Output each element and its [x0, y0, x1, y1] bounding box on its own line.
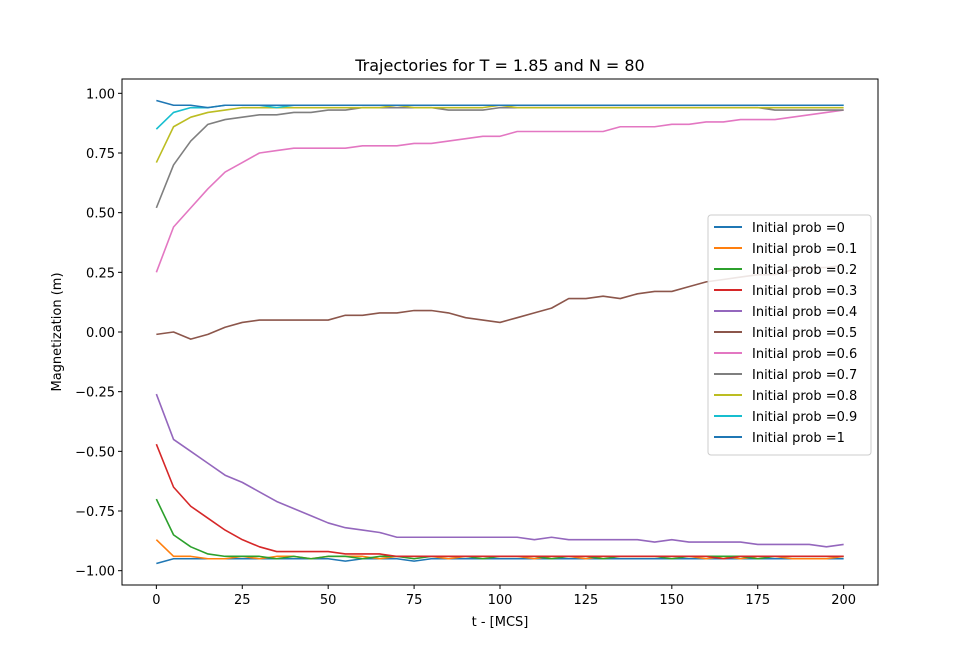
- series-line-10: [156, 99, 844, 109]
- y-axis-label: Magnetization (m): [50, 272, 65, 391]
- legend: Initial prob =0 Initial prob =0.1 Initial …: [707, 214, 872, 456]
- legend-box: [707, 214, 872, 456]
- legend-entry-label: Initial prob =0: [752, 221, 845, 236]
- legend-entry-label: Initial prob =0.8: [752, 389, 857, 404]
- y-tick-label: −0.75: [75, 505, 115, 520]
- x-axis: 0 25 50 75 100 125 150 175 200: [152, 585, 856, 608]
- legend-entry-label: Initial prob =0.3: [752, 284, 857, 299]
- legend-entry-label: Initial prob =0.7: [752, 368, 857, 383]
- series-line-6: [155, 109, 844, 273]
- y-tick-label: 0.25: [86, 266, 115, 281]
- legend-entry-label: Initial prob =0.5: [752, 326, 857, 341]
- y-tick-label: 0.00: [86, 326, 115, 341]
- x-tick-label: 200: [831, 593, 856, 608]
- x-tick-label: 75: [406, 593, 423, 608]
- x-tick-label: 0: [152, 593, 160, 608]
- x-tick-label: 100: [488, 593, 513, 608]
- x-tick-label: 25: [234, 593, 251, 608]
- y-tick-label: −0.50: [75, 445, 115, 460]
- y-tick-label: 1.00: [86, 87, 115, 102]
- y-tick-label: −0.25: [75, 386, 115, 401]
- legend-entry-label: Initial prob =0.6: [752, 347, 857, 362]
- y-tick-label: −1.00: [75, 565, 115, 580]
- series-line-3: [155, 443, 844, 560]
- x-tick-label: 175: [745, 593, 770, 608]
- x-axis-label: t - [MCS]: [472, 615, 529, 630]
- legend-entry-label: Initial prob =0.9: [752, 410, 857, 425]
- legend-entry-label: Initial prob =0.4: [752, 305, 857, 320]
- series-line-4: [155, 393, 844, 548]
- series-layer: [155, 99, 844, 565]
- x-tick-label: 50: [320, 593, 337, 608]
- x-tick-label: 150: [659, 593, 684, 608]
- legend-entry-label: Initial prob =0.1: [752, 242, 857, 257]
- y-axis: −1.00 −0.75 −0.50 −0.25 0.00 0.25 0.50 0.75 1.00: [75, 87, 122, 580]
- chart-title: Trajectories for T = 1.85 and N = 80: [354, 56, 644, 75]
- x-tick-label: 125: [573, 593, 598, 608]
- y-tick-label: 0.75: [86, 147, 115, 162]
- legend-entry-label: Initial prob =0.2: [752, 263, 857, 278]
- y-tick-label: 0.50: [86, 207, 115, 222]
- legend-entry-label: Initial prob =1: [752, 431, 845, 446]
